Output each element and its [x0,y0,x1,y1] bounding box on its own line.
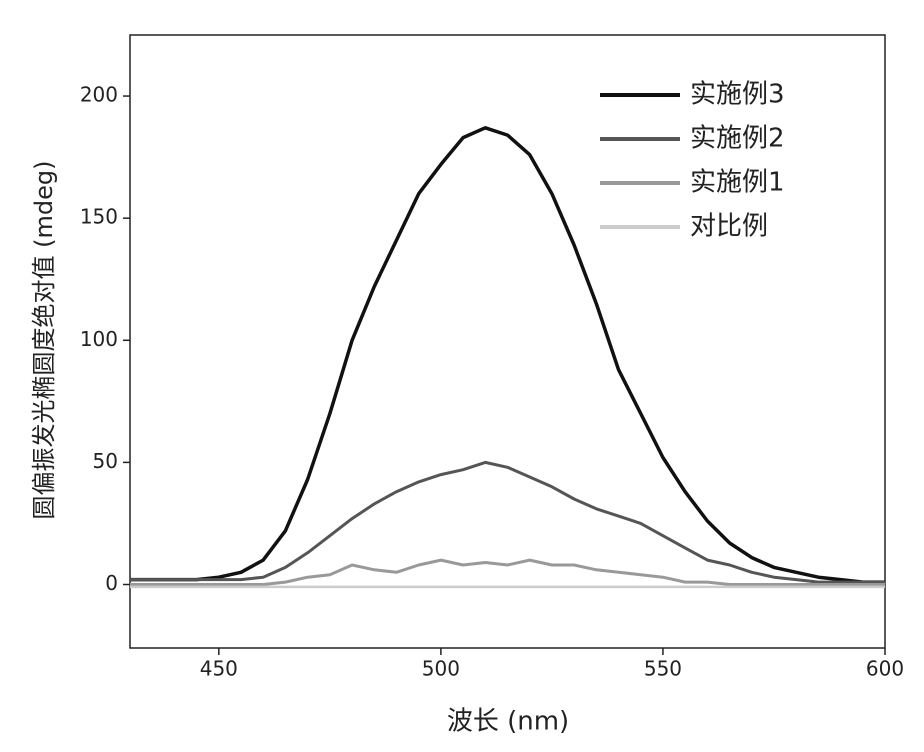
legend-label: 实施例3 [690,80,785,110]
y-tick-label: 150 [80,205,118,229]
y-tick-label: 100 [80,327,118,351]
x-tick-label: 600 [866,657,904,681]
y-tick-label: 50 [93,449,118,473]
legend-label: 实施例2 [690,124,785,154]
x-tick-label: 500 [422,657,460,681]
y-tick-label: 200 [80,83,118,107]
x-axis-label: 波长 (nm) [447,707,569,737]
x-tick-label: 550 [644,657,682,681]
x-tick-label: 450 [200,657,238,681]
y-axis-label: 圆偏振发光椭圆度绝对值 (mdeg) [30,161,58,520]
legend-label: 实施例1 [690,168,785,198]
y-tick-label: 0 [105,571,118,595]
legend-label: 对比例 [690,212,768,242]
